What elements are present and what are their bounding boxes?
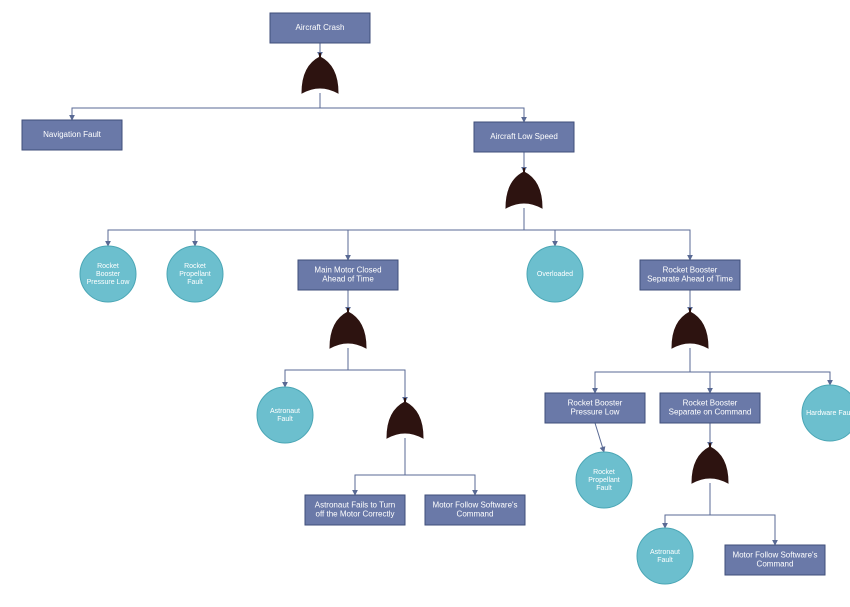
rect-node: Rocket BoosterSeparate Ahead of Time [640,260,740,290]
node-label: Pressure Low [87,279,131,286]
circle-node: RocketPropellantFault [167,246,223,302]
edge [595,348,690,393]
edge [348,208,524,260]
circle-node: RocketBoosterPressure Low [80,246,136,302]
node-label: off the Motor Correctly [316,510,395,519]
node-label: Command [757,560,794,569]
gate-node [330,308,366,348]
edge [348,348,405,402]
circle-node: Hardware Fault [802,385,850,441]
edge [72,93,320,120]
edge [524,208,555,246]
node-label: Hardware Fault [806,410,850,417]
circle-node: AstronautFault [637,528,693,584]
node-label: Astronaut [650,549,680,556]
node-label: Separate on Command [669,408,752,417]
nodes-layer: Aircraft Crash Navigation Fault Aircraft L… [22,13,850,584]
fault-tree-diagram: Aircraft Crash Navigation Fault Aircraft L… [0,0,850,607]
node-label: Rocket Booster [568,399,623,408]
rect-node: Rocket BoosterSeparate on Command [660,393,760,423]
edge [355,438,405,495]
node-label: Command [457,510,494,519]
node-label: Propellant [179,271,211,278]
gate-node [387,398,423,438]
node-label: Overloaded [537,271,573,278]
node-label: Motor Follow Software's [732,551,817,560]
rect-node: Aircraft Low Speed [474,122,574,152]
circle-node: RocketPropellantFault [576,452,632,508]
rect-node: Motor Follow Software'sCommand [725,545,825,575]
edge [665,483,710,528]
edge [108,208,524,246]
node-label: Aircraft Low Speed [490,132,558,141]
node-label: Rocket [593,469,615,476]
circle-node: Overloaded [527,246,583,302]
node-label: Propellant [588,477,620,484]
node-label: Rocket [184,263,206,270]
node-label: Rocket Booster [663,266,718,275]
rect-node: Main Motor ClosedAhead of Time [298,260,398,290]
edge [195,208,524,246]
node-label: Booster [96,271,121,278]
node-label: Aircraft Crash [296,23,345,32]
node-label: Motor Follow Software's [432,501,517,510]
node-label: Pressure Low [571,408,620,417]
edge [405,438,475,495]
rect-node: Rocket BoosterPressure Low [545,393,645,423]
gate-node [302,53,338,93]
node-label: Main Motor Closed [314,266,381,275]
rect-node: Navigation Fault [22,120,122,150]
gate-node [692,443,728,483]
node-label: Fault [596,485,612,492]
node-label: Ahead of Time [322,275,374,284]
node-label: Astronaut Fails to Turn [315,501,395,510]
edge [690,348,710,393]
node-label: Rocket Booster [683,399,738,408]
edge [710,483,775,545]
node-label: Fault [277,416,293,423]
node-label: Astronaut [270,408,300,415]
edge [690,348,830,385]
rect-node: Aircraft Crash [270,13,370,43]
circle-node: AstronautFault [257,387,313,443]
node-label: Navigation Fault [43,130,102,139]
edge [285,348,348,387]
node-label: Rocket [97,263,119,270]
node-label: Fault [657,557,673,564]
gate-node [672,308,708,348]
node-label: Separate Ahead of Time [647,275,733,284]
edge [320,93,524,122]
node-label: Fault [187,279,203,286]
edge [595,423,604,452]
gate-node [506,168,542,208]
rect-node: Motor Follow Software'sCommand [425,495,525,525]
rect-node: Astronaut Fails to Turnoff the Motor Cor… [305,495,405,525]
